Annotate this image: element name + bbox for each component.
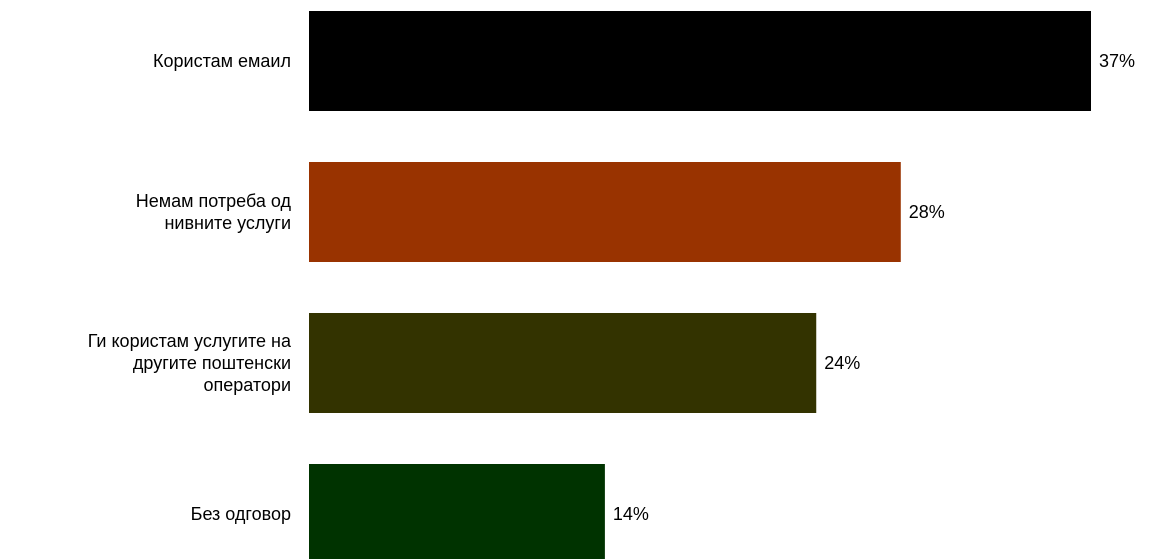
category-labels-layer: Користам емаил Немам потреба од нивните ус… [88, 51, 292, 524]
category-label-line: Без одговор [191, 504, 291, 524]
category-label-4: Без одговор [191, 504, 291, 524]
bar-2 [309, 162, 901, 262]
category-label-2: Немам потреба од нивните услуги [136, 191, 292, 233]
category-label-line: Користам емаил [153, 51, 291, 71]
value-label-4: 14% [613, 504, 649, 524]
bars-layer [309, 11, 1091, 559]
category-label-line: Немам потреба од [136, 191, 292, 211]
category-label-line: оператори [203, 375, 291, 395]
bar-4 [309, 464, 605, 559]
category-label-line: другите поштенски [133, 353, 291, 373]
category-label-line: нивните услуги [164, 213, 291, 233]
value-label-3: 24% [824, 353, 860, 373]
category-label-1: Користам емаил [153, 51, 291, 71]
value-label-2: 28% [909, 202, 945, 222]
bar-1 [309, 11, 1091, 111]
category-label-line: Ги користам услугите на [88, 331, 292, 351]
value-label-1: 37% [1099, 51, 1135, 71]
value-labels-layer: 37% 28% 24% 14% [613, 51, 1135, 524]
bar-3 [309, 313, 817, 413]
category-label-3: Ги користам услугите на другите поштенски… [88, 331, 292, 395]
